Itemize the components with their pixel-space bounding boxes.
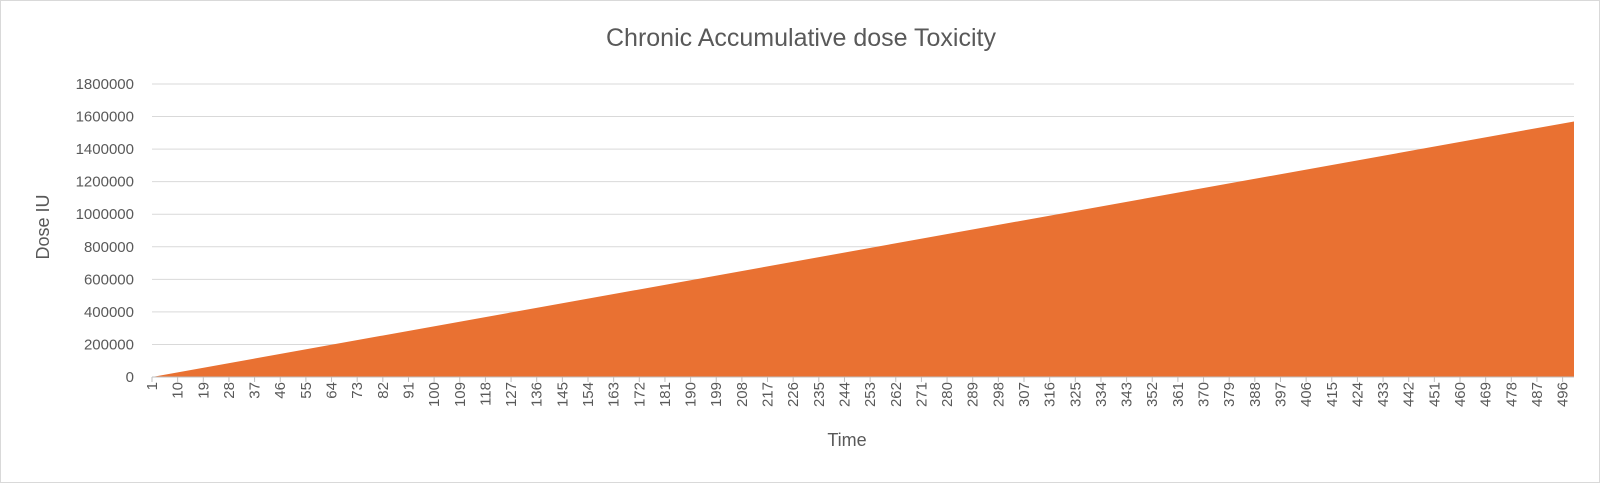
x-tick-label: 145 — [554, 382, 571, 407]
x-tick-label: 343 — [1119, 382, 1136, 407]
area-series — [152, 121, 1574, 377]
x-tick-label: 316 — [1042, 382, 1059, 407]
y-tick-label: 800000 — [84, 239, 134, 256]
x-tick-label: 73 — [349, 382, 366, 399]
y-tick-labels: 0 200000 400000 600000 800000 1000000 1200000 1… — [76, 76, 134, 386]
x-tick-label: 199 — [708, 382, 725, 407]
x-tick-label: 1 — [144, 382, 161, 390]
x-tick-label: 154 — [580, 382, 597, 407]
x-tick-label: 451 — [1426, 382, 1443, 407]
x-tick-label: 172 — [631, 382, 648, 407]
y-tick-label: 400000 — [84, 304, 134, 321]
x-tick-label: 397 — [1272, 382, 1289, 407]
x-tick-label: 442 — [1401, 382, 1418, 407]
x-tick-label: 289 — [965, 382, 982, 407]
x-tick-label: 415 — [1324, 382, 1341, 407]
x-tick-label: 271 — [913, 382, 930, 407]
plot-area — [152, 121, 1574, 377]
x-tick-label: 478 — [1503, 382, 1520, 407]
x-tick-label: 388 — [1247, 382, 1264, 407]
x-tick-label: 469 — [1478, 382, 1495, 407]
x-tick-label: 307 — [1016, 382, 1033, 407]
x-tick-label: 28 — [221, 382, 238, 399]
x-tick-label: 235 — [811, 382, 828, 407]
x-tick-label: 244 — [836, 382, 853, 407]
x-tick-label: 91 — [400, 382, 417, 399]
x-tick-label: 190 — [683, 382, 700, 407]
x-tick-label: 352 — [1144, 382, 1161, 407]
x-tick-label: 19 — [195, 382, 212, 399]
y-tick-label: 600000 — [84, 271, 134, 288]
y-axis-title: Dose IU — [33, 194, 53, 259]
x-tick-label: 127 — [503, 382, 520, 407]
x-tick-label: 460 — [1452, 382, 1469, 407]
x-tick-label: 100 — [426, 382, 443, 407]
x-tick-label: 361 — [1170, 382, 1187, 407]
x-tick-label: 37 — [247, 382, 264, 399]
y-tick-label: 0 — [126, 369, 134, 386]
y-tick-label: 1600000 — [76, 109, 134, 126]
x-tick-label: 181 — [657, 382, 674, 407]
x-tick-label: 325 — [1067, 382, 1084, 407]
x-tick-label: 379 — [1221, 382, 1238, 407]
x-tick-label: 109 — [452, 382, 469, 407]
y-tick-label: 1000000 — [76, 206, 134, 223]
x-tick-label: 217 — [760, 382, 777, 407]
x-axis-title: Time — [827, 430, 866, 450]
x-tick-label: 163 — [606, 382, 623, 407]
chart-title: Chronic Accumulative dose Toxicity — [606, 24, 996, 52]
x-tick-labels: 1 10 19 28 37 46 55 64 73 82 91 100 109 118 127 136 145 1… — [144, 382, 1572, 407]
y-tick-label: 1200000 — [76, 174, 134, 191]
axes — [151, 376, 1574, 382]
x-tick-label: 496 — [1555, 382, 1572, 407]
x-tick-label: 82 — [375, 382, 392, 399]
x-tick-label: 136 — [529, 382, 546, 407]
gridlines — [152, 83, 1574, 345]
x-tick-label: 298 — [990, 382, 1007, 407]
x-tick-label: 10 — [170, 382, 187, 399]
y-tick-label: 1800000 — [76, 76, 134, 93]
x-tick-label: 118 — [477, 382, 494, 406]
x-tick-label: 406 — [1298, 382, 1315, 407]
x-tick-label: 334 — [1093, 382, 1110, 407]
x-tick-label: 262 — [888, 382, 905, 407]
x-tick-label: 226 — [785, 382, 802, 407]
x-tick-label: 253 — [862, 382, 879, 407]
x-tick-label: 55 — [298, 382, 315, 399]
x-tick-label: 208 — [734, 382, 751, 407]
x-tick-label: 433 — [1375, 382, 1392, 407]
x-tick-label: 487 — [1529, 382, 1546, 407]
x-tick-label: 64 — [324, 382, 341, 399]
y-tick-label: 200000 — [84, 336, 134, 353]
x-tick-label: 46 — [272, 382, 289, 399]
x-tick-label: 424 — [1349, 382, 1366, 407]
x-tick-label: 280 — [939, 382, 956, 407]
y-tick-label: 1400000 — [76, 141, 134, 158]
x-tick-label: 370 — [1196, 382, 1213, 407]
